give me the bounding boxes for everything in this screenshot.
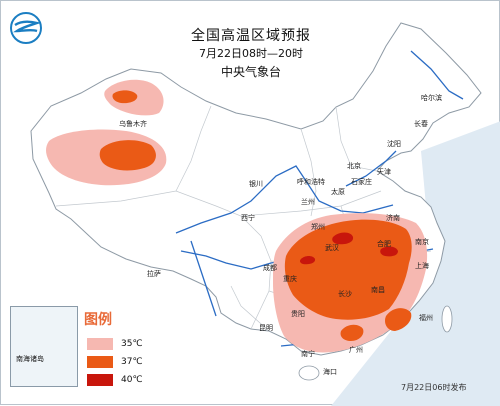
city-label: 石家庄 (351, 178, 372, 186)
city-label: 武汉 (325, 244, 339, 252)
city-label: 济南 (386, 214, 400, 222)
legend-title: 图例 (84, 312, 112, 328)
city-label: 合肥 (377, 240, 391, 248)
legend-item-37: 37℃ (87, 356, 157, 370)
legend-item-35: 35℃ (87, 338, 157, 352)
legend-label: 40℃ (121, 375, 143, 385)
legend-swatch (87, 356, 113, 368)
city-label: 乌鲁木齐 (119, 120, 147, 128)
inset-label: 南海诸岛 (16, 355, 44, 363)
city-label: 长春 (414, 120, 428, 128)
legend-label: 35℃ (121, 339, 143, 349)
city-label: 沈阳 (387, 140, 401, 148)
map-title-block: 全国高温区域预报 7月22日08时—20时 中央气象台 (176, 27, 326, 81)
city-label: 哈尔滨 (421, 94, 442, 102)
south-china-sea-inset (10, 306, 78, 387)
city-label: 福州 (419, 314, 433, 322)
time-range: 7月22日08时—20时 (199, 47, 303, 60)
city-label: 太原 (331, 188, 345, 196)
yellow-river (175, 165, 394, 234)
city-label: 银川 (249, 180, 263, 188)
legend-label: 37℃ (121, 357, 143, 367)
heat-40-regions (299, 232, 398, 265)
mekong-river (190, 240, 217, 317)
city-label: 海口 (323, 368, 337, 376)
city-label: 呼和浩特 (297, 178, 325, 186)
city-label: 南昌 (371, 286, 385, 294)
legend-swatch (87, 338, 113, 350)
city-label: 兰州 (301, 198, 315, 206)
city-label: 拉萨 (147, 270, 161, 278)
city-label: 昆明 (259, 324, 273, 332)
heilong-river (410, 50, 464, 100)
issue-time: 7月22日06时发布 (401, 383, 467, 392)
city-label: 成都 (263, 264, 277, 272)
issuer: 中央气象台 (220, 65, 281, 79)
heat-37-regions (99, 90, 412, 341)
city-label: 上海 (415, 262, 429, 270)
cma-logo-icon (9, 11, 43, 45)
hainan-island (298, 365, 320, 381)
city-label: 天津 (377, 168, 391, 176)
city-label: 广州 (349, 346, 363, 354)
city-label: 南宁 (301, 350, 315, 358)
legend-item-40: 40℃ (87, 374, 157, 388)
taiwan-island (441, 305, 453, 333)
city-label: 西宁 (241, 214, 255, 222)
legend-swatch (87, 374, 113, 386)
city-label: 重庆 (283, 275, 297, 283)
sea-area (331, 121, 500, 406)
map-title: 全国高温区域预报 (191, 28, 311, 44)
city-label: 南京 (415, 238, 429, 246)
city-label: 长沙 (338, 290, 352, 298)
city-label: 贵阳 (291, 310, 305, 318)
city-label: 北京 (347, 162, 361, 170)
city-label: 郑州 (311, 223, 325, 231)
